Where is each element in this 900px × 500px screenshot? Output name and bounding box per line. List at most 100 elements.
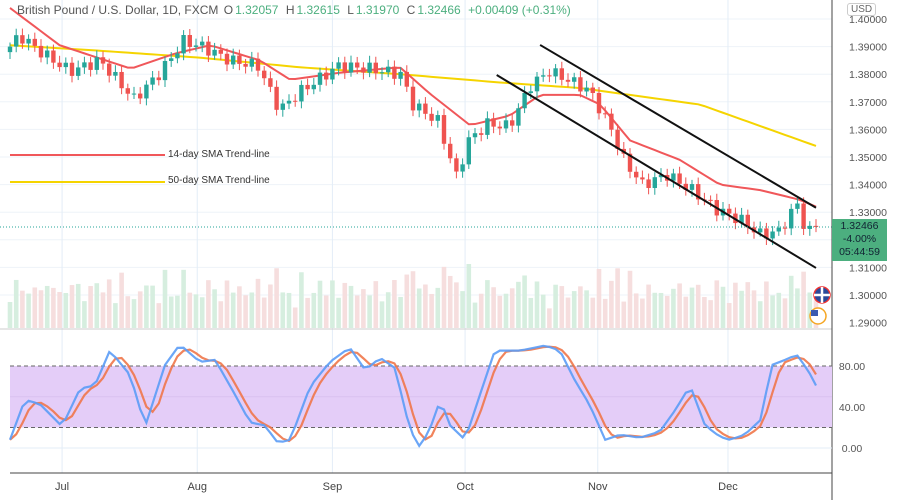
volume-bar	[553, 284, 558, 328]
volume-bar	[38, 290, 44, 328]
volume-bar	[51, 287, 56, 328]
volume-bar	[354, 295, 360, 328]
volume-bar	[20, 290, 25, 328]
candle-body	[410, 86, 416, 111]
candle	[534, 72, 540, 99]
candle	[578, 70, 583, 98]
candle	[218, 44, 223, 61]
candle-body	[627, 153, 633, 172]
candle-body	[82, 62, 87, 68]
volume-bar	[633, 293, 639, 328]
candle-body	[386, 66, 391, 73]
candle	[497, 121, 502, 136]
candle-body	[175, 53, 180, 59]
volume-bar	[193, 294, 199, 328]
volume-bar	[416, 288, 422, 328]
volume-bar	[404, 274, 410, 328]
candle-body	[448, 143, 453, 159]
candle-body	[26, 38, 31, 44]
candle-body	[460, 164, 465, 172]
candle-body	[379, 72, 385, 74]
candle	[596, 86, 602, 120]
open-label: O	[223, 3, 234, 17]
candle	[305, 78, 310, 96]
volume-bar	[44, 285, 50, 328]
candle	[609, 108, 614, 137]
volume-bar	[423, 284, 428, 328]
candle-body	[274, 86, 279, 110]
volume-bar	[82, 301, 87, 328]
volume-bar	[255, 278, 261, 328]
candle	[472, 127, 478, 144]
volume-bar	[69, 285, 75, 328]
candle	[454, 153, 459, 179]
candle	[441, 108, 447, 150]
candle	[293, 94, 298, 107]
candle	[231, 48, 236, 69]
currency-badge[interactable]: USD	[847, 3, 877, 16]
candle	[739, 207, 744, 228]
candle	[485, 111, 490, 140]
volume-bar	[212, 289, 217, 328]
candle-body	[131, 93, 137, 95]
sma50-legend-label: 50-day SMA Trend-line	[168, 175, 270, 186]
high-label: H	[285, 3, 295, 17]
candle	[448, 137, 453, 164]
candle	[404, 65, 409, 92]
candle	[144, 80, 149, 106]
volume-bar	[757, 301, 763, 328]
candle-body	[435, 115, 440, 121]
candle-body	[286, 100, 292, 104]
volume-bar	[454, 282, 459, 328]
high-value: 1.32615	[296, 3, 340, 17]
price-tick-label: 1.38000	[849, 69, 887, 81]
uk-flag-cross	[814, 287, 830, 303]
candle-body	[125, 88, 130, 94]
volume-bar	[168, 296, 174, 328]
candle	[634, 166, 639, 184]
sma14-line	[9, 7, 817, 208]
candle	[355, 56, 360, 75]
candle-body	[169, 58, 174, 61]
candle-body	[565, 79, 571, 82]
candle	[38, 39, 44, 63]
volume-bar	[206, 280, 211, 328]
candle-body	[429, 113, 434, 121]
volume-bar	[739, 290, 744, 328]
candle	[553, 64, 558, 84]
candle-body	[69, 62, 75, 76]
volume-bar	[478, 293, 484, 328]
candle	[460, 158, 465, 178]
candle	[125, 83, 130, 101]
candle-body	[249, 58, 254, 67]
volume-bar	[714, 280, 720, 328]
candle	[82, 56, 87, 74]
candle	[162, 56, 168, 87]
candle	[671, 168, 676, 188]
volume-bar	[249, 292, 255, 328]
upper-channel-trendline	[539, 44, 817, 209]
candle	[410, 80, 416, 117]
candle	[683, 177, 688, 196]
candle-body	[417, 103, 422, 111]
candle-body	[497, 126, 502, 129]
stoch-tick-label: 80.00	[839, 361, 865, 373]
candle	[311, 78, 316, 95]
candle	[317, 67, 323, 92]
volume-bar	[547, 308, 552, 328]
candle	[200, 36, 205, 53]
candle-body	[541, 75, 546, 77]
candle-body	[683, 183, 688, 190]
volume-bar	[323, 295, 329, 328]
symbol-title: British Pound / U.S. Dollar, 1D, FXCM	[17, 3, 219, 17]
candle-body	[94, 57, 99, 70]
volume-bar	[268, 284, 273, 328]
candle-body	[187, 35, 192, 47]
volume-bar	[330, 280, 335, 328]
candle	[45, 45, 50, 65]
candle-body	[510, 120, 515, 126]
volume-bar	[695, 284, 701, 328]
candle-body	[88, 62, 93, 70]
candle-body	[590, 87, 595, 94]
